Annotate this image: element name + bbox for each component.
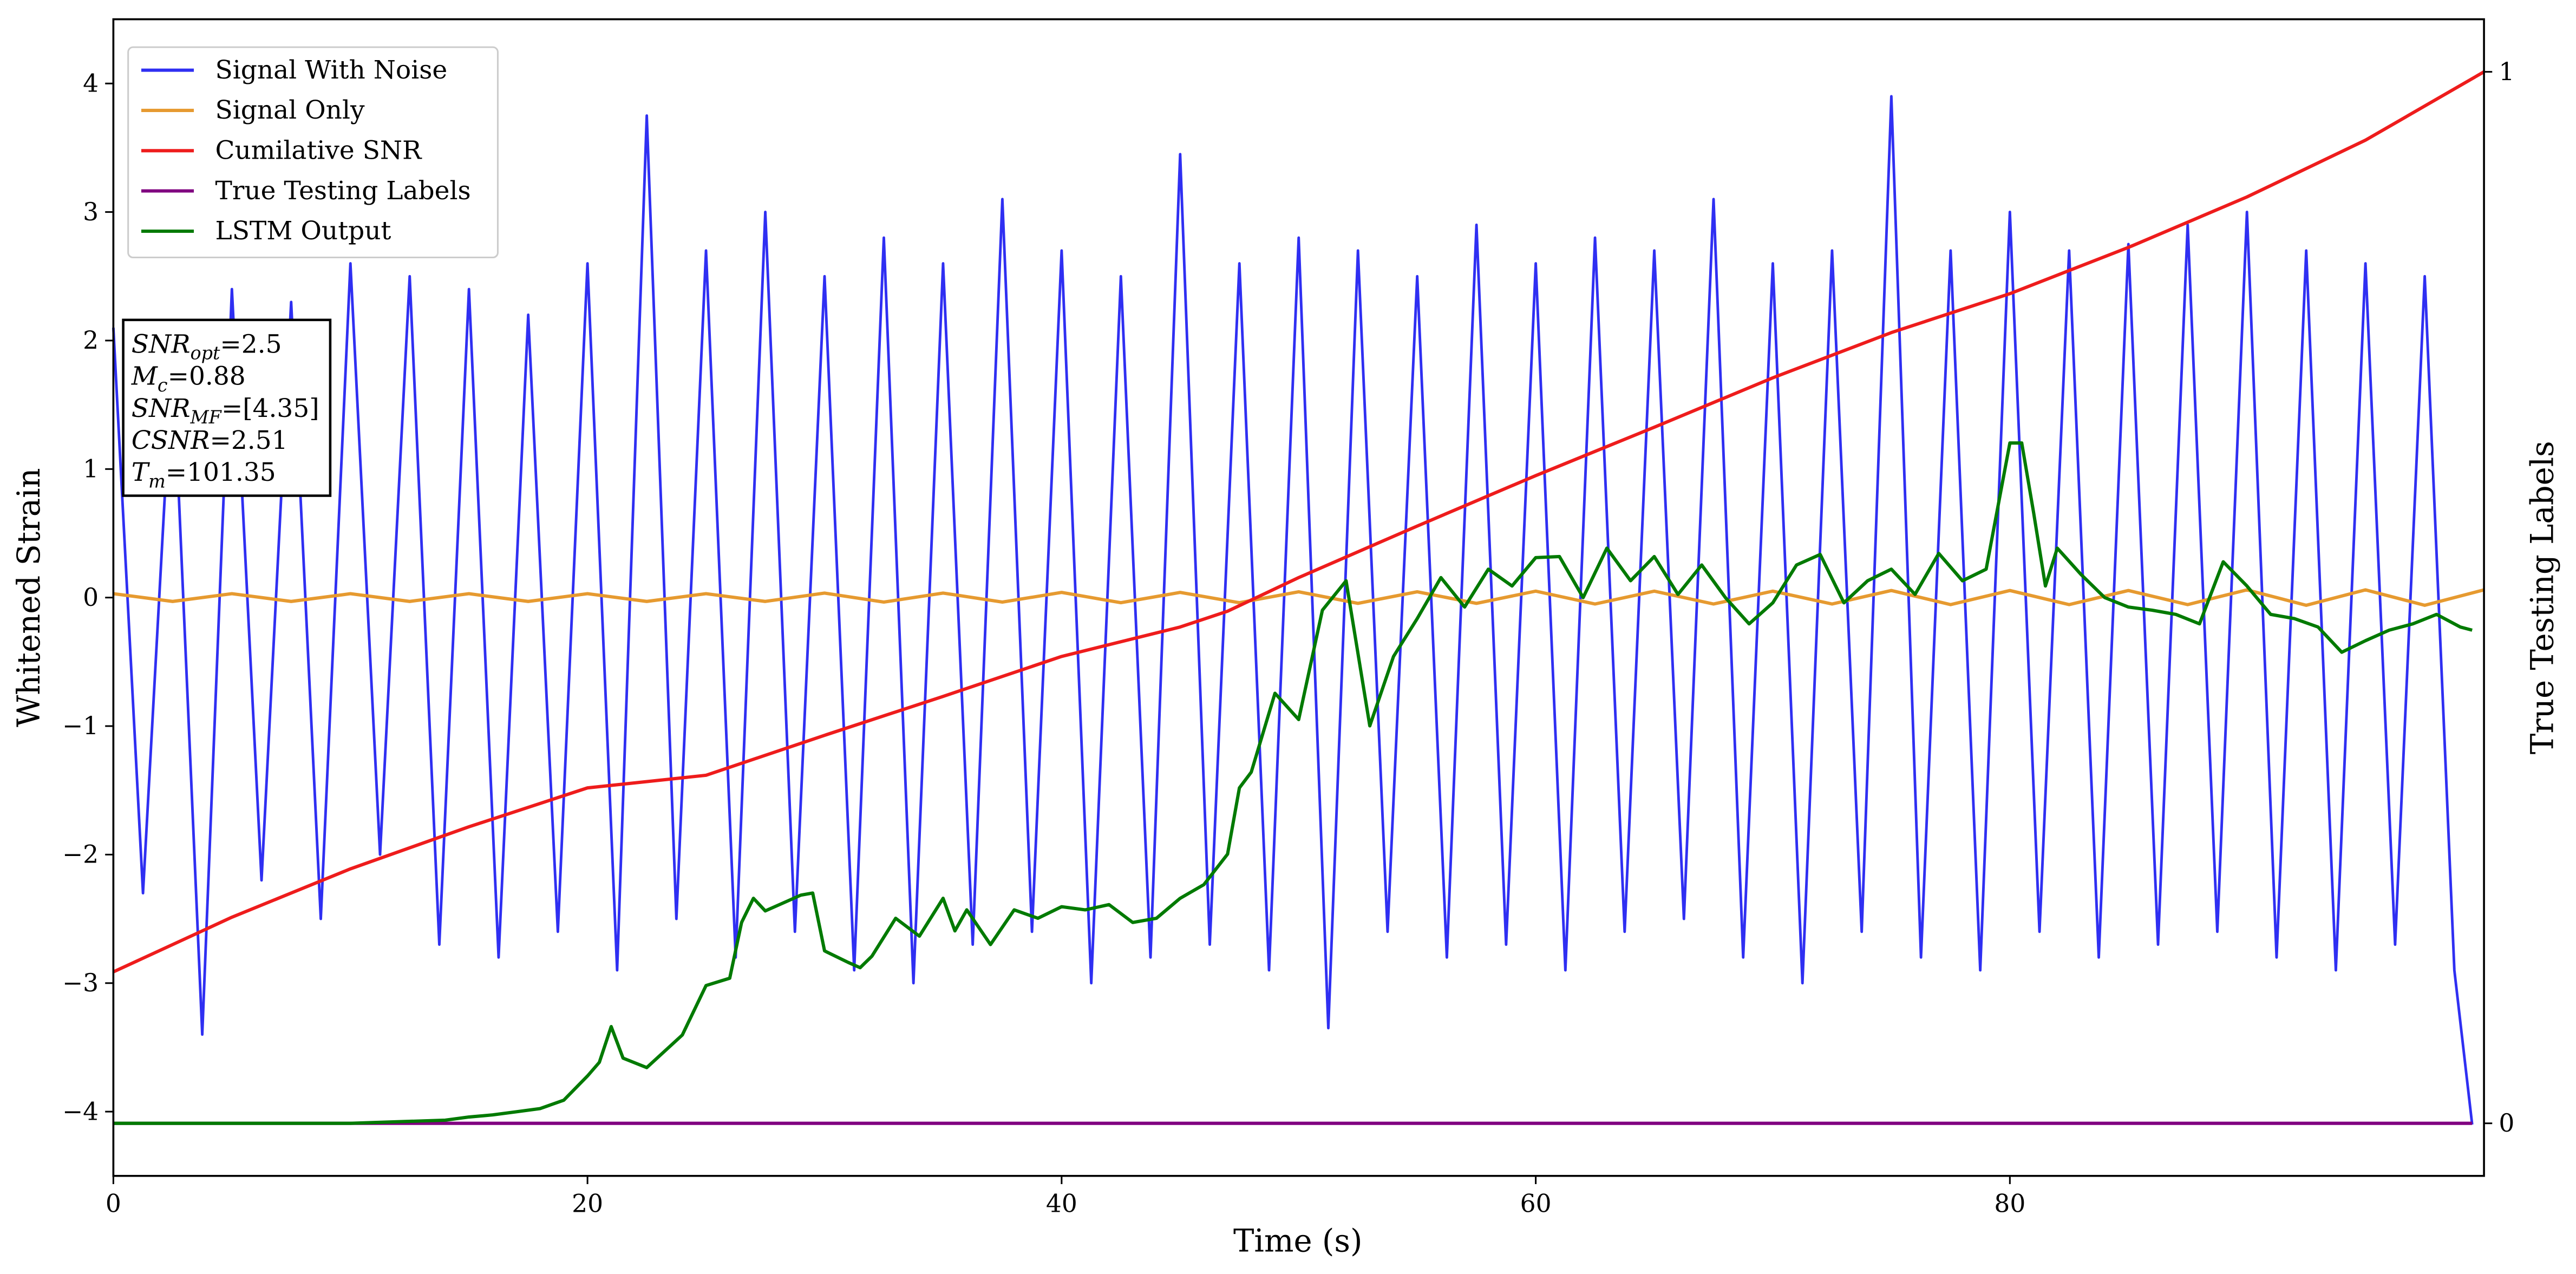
y-axis-label: Whitened Strain [10,468,47,727]
series-line [112,95,2474,1125]
annotation-value: =101.35 [166,458,276,487]
y-tick-label: −4 [62,1097,99,1126]
legend-label: Cumilative SNR [215,135,423,165]
plot-frame [112,18,2485,1177]
y-tick-label: 3 [83,198,99,226]
series-line [113,441,2473,1125]
legend-box [127,46,499,259]
annotation-subscript: m [148,471,166,492]
annotation-symbol: T [132,458,151,487]
x-tick-label: 0 [106,1190,121,1218]
annotation-line: SNRMF=[4.35] [132,394,319,428]
annotation-line: Tm=101.35 [132,458,276,492]
legend-label: Signal With Noise [215,55,448,85]
annotation-value: =2.5 [220,330,282,360]
x-tick-label: 80 [1994,1190,2025,1218]
legend-label: Signal Only [215,95,365,125]
y-tick-label: −3 [62,969,99,997]
y-tick-label: −1 [62,711,99,740]
annotation-value: =[4.35] [221,394,319,423]
annotation-symbol: CSNR [132,426,210,455]
annotation-line: Mc=0.88 [131,362,246,396]
y-tick-label: 2 [83,326,99,355]
annotation-value: =0.88 [168,362,246,391]
annotation-subscript: MF [190,407,223,428]
legend-label: LSTM Output [215,216,391,246]
y-tick-label: 1 [83,454,99,483]
annotation-subscript: c [158,375,168,396]
series-line [113,70,2485,974]
annotation-line: CSNR=2.51 [132,426,288,455]
annotation-box [122,318,332,497]
y-tick-label: 4 [83,69,99,97]
y-tick-label: −2 [62,840,99,869]
x-tick-label: 40 [1046,1190,1077,1218]
x-axis-label: Time (s) [1233,1222,1363,1259]
annotation-value: =2.51 [210,426,287,455]
annotation-subscript: opt [191,343,220,364]
y2-tick-label: 1 [2499,57,2514,86]
annotation-line: SNRopt=2.5 [132,330,282,364]
x-tick-label: 60 [1520,1190,1552,1218]
y2-tick-label: 0 [2499,1109,2514,1138]
y2-axis-label: True Testing Labels [2524,441,2561,754]
annotation-symbol: M [131,362,159,391]
annotation-symbol: SNR [132,394,191,423]
y-tick-label: 0 [83,583,99,612]
legend-label: True Testing Labels [215,176,471,206]
series-line [113,588,2485,607]
annotation-symbol: SNR [132,330,191,360]
x-tick-label: 20 [572,1190,603,1218]
